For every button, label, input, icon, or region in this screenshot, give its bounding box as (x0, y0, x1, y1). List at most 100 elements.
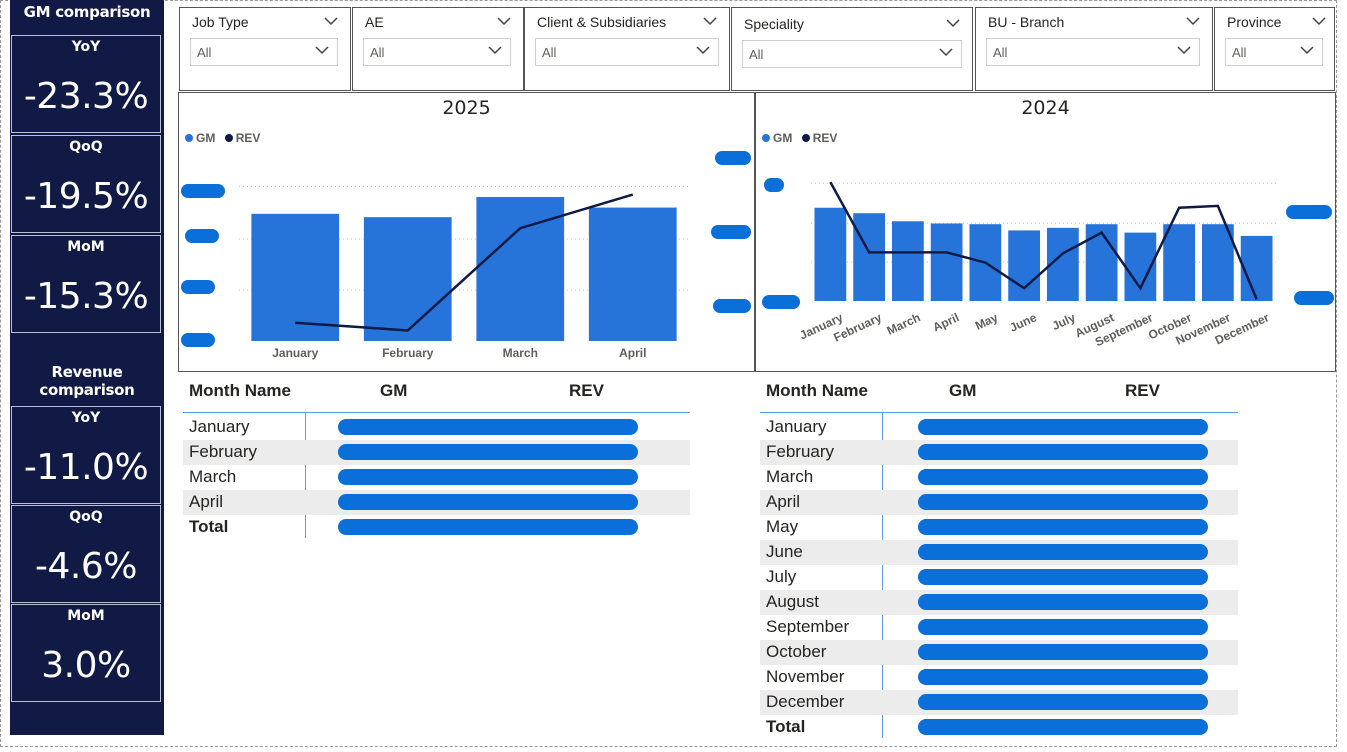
x-tick-label: January (272, 346, 318, 360)
table-row[interactable]: October (760, 640, 1238, 665)
table-row[interactable]: February (183, 440, 690, 465)
gm-bar[interactable] (1240, 235, 1273, 301)
redaction-mark (1286, 205, 1332, 219)
table-row[interactable]: November (760, 665, 1238, 690)
rev-qoq-card[interactable]: QoQ -4.6% (11, 505, 161, 603)
column-header-gm[interactable]: GM (949, 381, 977, 400)
slicer-job-type-dropdown[interactable]: All (190, 38, 338, 66)
month-name-cell: January (189, 417, 250, 436)
rev-yoy-card[interactable]: YoY -11.0% (11, 406, 161, 504)
slicer-speciality-dropdown[interactable]: All (742, 40, 962, 68)
table-row[interactable]: April (183, 490, 690, 515)
gm-bar[interactable] (476, 197, 565, 341)
gm-bar[interactable] (814, 207, 847, 301)
x-tick-label: May (973, 310, 1000, 333)
chevron-down-icon[interactable] (497, 16, 511, 26)
gm-bar[interactable] (363, 217, 452, 341)
x-tick-label: June (1007, 310, 1039, 335)
x-tick-label: March (503, 346, 538, 360)
chevron-down-icon (1300, 46, 1314, 55)
rev-mom-card[interactable]: MoM 3.0% (11, 604, 161, 702)
redaction-mark (181, 333, 215, 347)
redaction-mark (715, 151, 751, 165)
redaction-mark (918, 694, 1208, 710)
slicer-job-type-title: Job Type (192, 14, 249, 30)
redaction-mark (762, 295, 800, 309)
redaction-mark (338, 494, 638, 510)
slicer-bu-title: BU - Branch (988, 14, 1065, 30)
table-total-row[interactable]: Total (183, 515, 690, 540)
table-row[interactable]: March (760, 465, 1238, 490)
kpi-panel: GM comparison YoY -23.3% QoQ -19.5% MoM … (10, 0, 164, 735)
redaction-mark (338, 444, 638, 460)
chart-2025[interactable]: 2025 GM REV January February March April (178, 92, 755, 372)
gm-bar[interactable] (853, 213, 886, 301)
redaction-mark (918, 544, 1208, 560)
legend-gm[interactable]: GM (762, 131, 792, 145)
month-name-cell: March (766, 467, 814, 486)
gm-bar[interactable] (588, 207, 677, 341)
chevron-down-icon[interactable] (1186, 16, 1200, 26)
slicer-ae-title: AE (365, 14, 384, 30)
table-row[interactable]: April (760, 490, 1238, 515)
gm-bar[interactable] (1085, 224, 1118, 301)
month-name-cell: February (189, 442, 258, 461)
table-row[interactable]: July (760, 565, 1238, 590)
slicer-bu-dropdown[interactable]: All (986, 38, 1200, 66)
month-name-cell: December (766, 692, 845, 711)
slicer-bu-value: All (993, 45, 1008, 60)
table-row[interactable]: May (760, 515, 1238, 540)
gm-comparison-title: GM comparison (23, 3, 151, 21)
gm-bar[interactable] (1008, 230, 1041, 301)
month-name-cell: November (766, 667, 845, 686)
chevron-down-icon[interactable] (703, 16, 717, 26)
column-header-month-name[interactable]: Month Name (189, 381, 291, 400)
x-tick-label: February (382, 346, 434, 360)
chevron-down-icon[interactable] (324, 16, 338, 26)
legend-gm[interactable]: GM (185, 131, 215, 145)
gm-qoq-label: QoQ (69, 139, 103, 155)
table-row[interactable]: March (183, 465, 690, 490)
column-header-rev[interactable]: REV (1125, 381, 1160, 400)
rev-line[interactable] (295, 193, 634, 332)
redaction-mark (918, 494, 1208, 510)
table-total-row[interactable]: Total (760, 715, 1238, 740)
table-row[interactable]: December (760, 690, 1238, 715)
column-header-gm[interactable]: GM (380, 381, 408, 400)
gm-bar[interactable] (891, 221, 924, 301)
table-row[interactable]: September (760, 615, 1238, 640)
slicer-ae-dropdown[interactable]: All (363, 38, 511, 66)
chevron-down-icon (315, 46, 329, 55)
gm-qoq-card[interactable]: QoQ -19.5% (11, 135, 161, 233)
gm-bar[interactable] (930, 223, 963, 301)
redaction-mark (185, 229, 219, 243)
chart-2024-title: 2024 (1021, 97, 1070, 119)
table-row[interactable]: June (760, 540, 1238, 565)
legend-rev[interactable]: REV (224, 131, 260, 145)
column-header-month-name[interactable]: Month Name (766, 381, 868, 400)
chevron-down-icon[interactable] (1312, 16, 1326, 26)
table-row[interactable]: January (760, 415, 1238, 440)
slicer-client-dropdown[interactable]: All (535, 38, 719, 66)
slicer-province-dropdown[interactable]: All (1225, 38, 1323, 66)
legend-rev[interactable]: REV (801, 131, 837, 145)
revenue-comparison-title: Revenue comparison (39, 363, 135, 399)
table-row[interactable]: August (760, 590, 1238, 615)
table-row[interactable]: February (760, 440, 1238, 465)
column-header-rev[interactable]: REV (569, 381, 604, 400)
redaction-mark (918, 519, 1208, 535)
gm-mom-value: -15.3% (23, 276, 149, 317)
month-name-cell: July (766, 567, 797, 586)
gm-bar[interactable] (1201, 224, 1234, 301)
chart-2024[interactable]: 2024 GM REV January February March April May… (755, 92, 1336, 372)
gm-yoy-card[interactable]: YoY -23.3% (11, 35, 161, 133)
gm-bar[interactable] (251, 213, 340, 341)
chevron-down-icon[interactable] (946, 18, 960, 28)
rev-mom-value: 3.0% (41, 645, 131, 686)
gm-mom-card[interactable]: MoM -15.3% (11, 235, 161, 333)
table-row[interactable]: January (183, 415, 690, 440)
rev-line[interactable] (829, 181, 1258, 300)
gm-bar[interactable] (1163, 224, 1196, 301)
